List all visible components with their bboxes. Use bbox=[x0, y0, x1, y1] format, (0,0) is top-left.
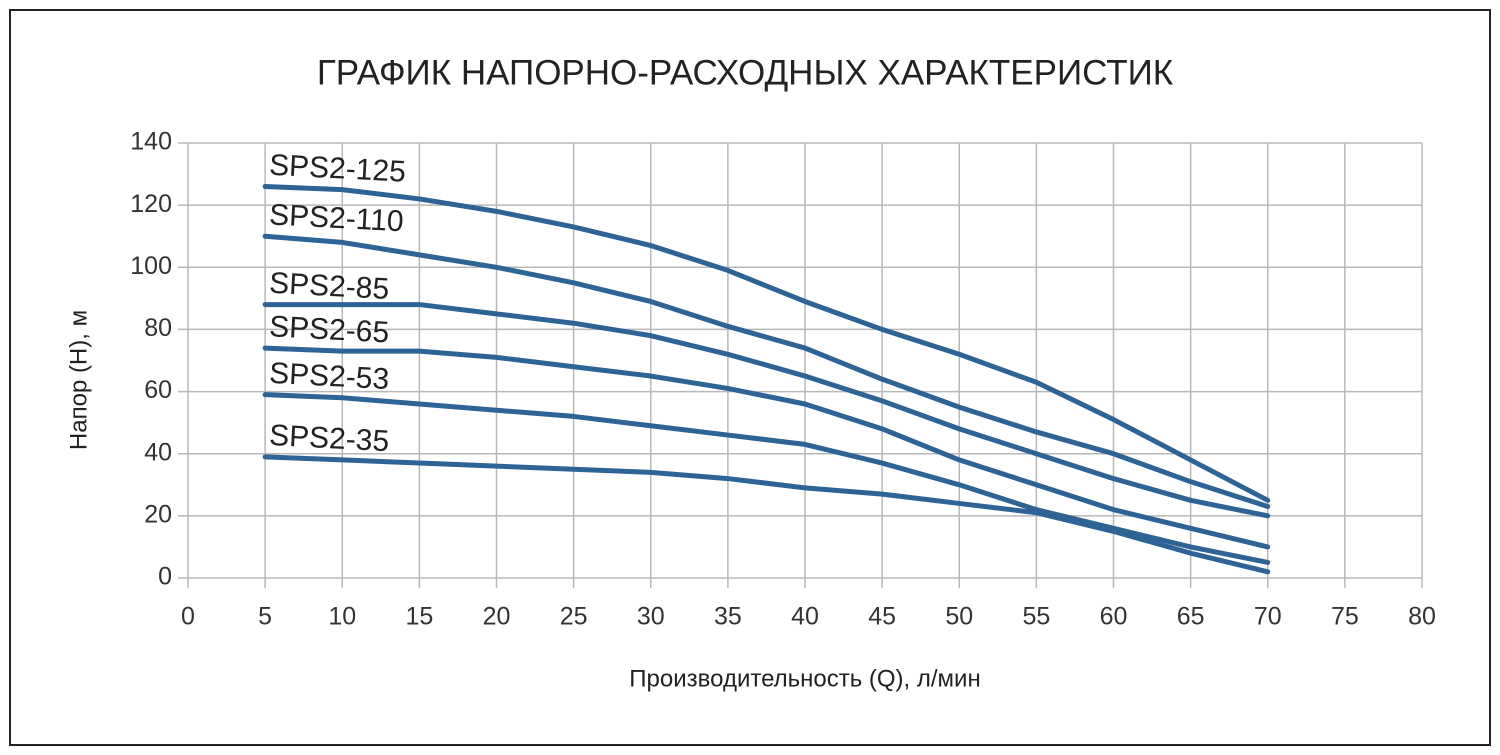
x-tick-label: 55 bbox=[1022, 603, 1050, 631]
chart-title: ГРАФИК НАПОРНО-РАСХОДНЫХ ХАРАКТЕРИСТИК bbox=[317, 53, 1174, 92]
y-tick-label: 60 bbox=[144, 376, 172, 404]
series-label: SPS2-35 bbox=[268, 419, 390, 458]
series-line bbox=[262, 233, 1271, 510]
y-tick-label: 120 bbox=[130, 190, 172, 218]
y-tick-label: 20 bbox=[144, 500, 172, 528]
x-tick-label: 15 bbox=[405, 603, 433, 631]
series-line bbox=[262, 345, 1271, 550]
y-tick-label: 100 bbox=[130, 252, 172, 280]
series-label: SPS2-65 bbox=[268, 310, 390, 349]
chart-frame bbox=[9, 9, 1491, 746]
series-label: SPS2-85 bbox=[268, 267, 390, 306]
x-tick-label: 35 bbox=[714, 603, 742, 631]
y-tick-label: 40 bbox=[144, 438, 172, 466]
x-tick-label: 50 bbox=[945, 603, 973, 631]
series-label: SPS2-53 bbox=[268, 357, 390, 396]
x-tick-label: 0 bbox=[181, 603, 195, 631]
series-label: SPS2-125 bbox=[268, 149, 406, 189]
x-tick-label: 80 bbox=[1408, 603, 1436, 631]
series-line bbox=[262, 184, 1271, 503]
series-label: SPS2-110 bbox=[268, 198, 404, 238]
x-tick-label: 10 bbox=[328, 603, 356, 631]
y-tick-label: 0 bbox=[158, 563, 172, 591]
series-line bbox=[262, 392, 1271, 565]
series-line bbox=[262, 302, 1271, 519]
x-axis-title: Производительность (Q), л/мин bbox=[629, 665, 980, 692]
y-tick-label: 80 bbox=[144, 314, 172, 342]
series-line bbox=[262, 454, 1271, 575]
x-tick-label: 65 bbox=[1177, 603, 1205, 631]
x-tick-label: 5 bbox=[258, 603, 272, 631]
x-tick-label: 45 bbox=[868, 603, 896, 631]
x-tick-label: 70 bbox=[1254, 603, 1282, 631]
x-tick-label: 25 bbox=[560, 603, 588, 631]
x-tick-label: 40 bbox=[791, 603, 819, 631]
y-axis-title: Напор (H), м bbox=[65, 310, 92, 450]
x-tick-label: 75 bbox=[1331, 603, 1359, 631]
x-tick-label: 60 bbox=[1100, 603, 1128, 631]
x-tick-label: 20 bbox=[483, 603, 511, 631]
y-tick-label: 140 bbox=[130, 128, 172, 156]
x-tick-label: 30 bbox=[637, 603, 665, 631]
